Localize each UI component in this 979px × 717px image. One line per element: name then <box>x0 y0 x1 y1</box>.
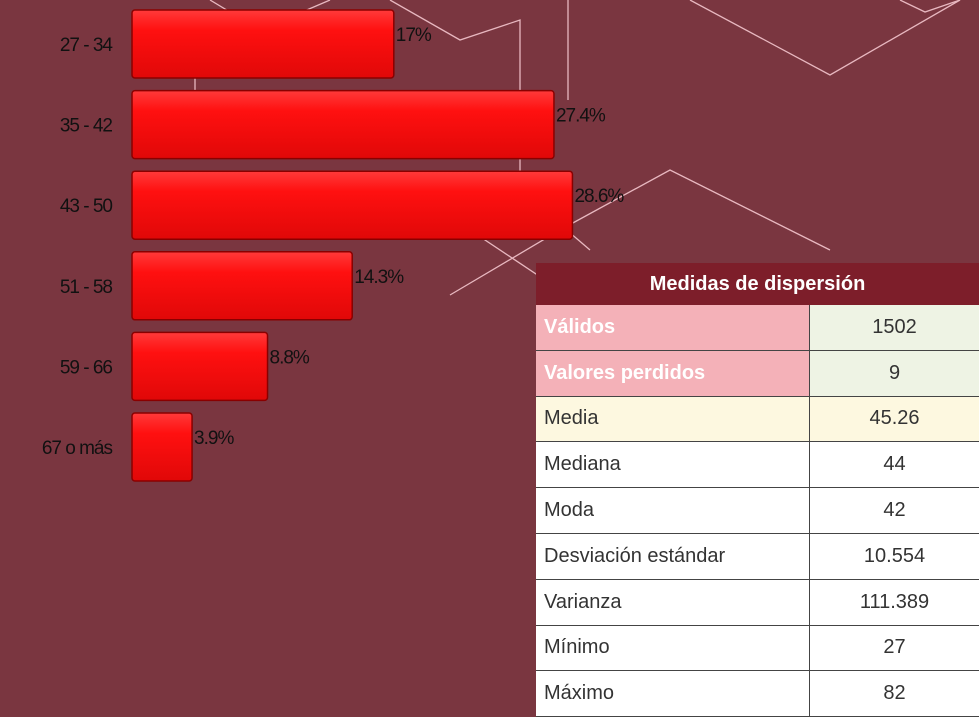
row-label: Válidos <box>536 305 810 350</box>
value-label: 28.6% <box>574 186 624 207</box>
value-label: 27.4% <box>556 106 606 127</box>
category-label: 59 - 66 <box>60 357 113 378</box>
row-value: 10.554 <box>810 534 979 579</box>
row-value: 82 <box>810 671 979 716</box>
page: 27 - 34 17% 35 - 42 27.4% 43 - 50 28.6% 51 - 5… <box>0 0 979 710</box>
row-value: 45.26 <box>810 397 979 442</box>
bar <box>132 91 554 159</box>
row-value: 9 <box>810 351 979 396</box>
row-label: Mediana <box>536 442 810 487</box>
category-label: 35 - 42 <box>60 116 113 137</box>
row-label: Varianza <box>536 580 810 625</box>
row-label: Desviación estándar <box>536 534 810 579</box>
category-label: 67 o más <box>42 438 113 459</box>
row-value: 111.389 <box>810 580 979 625</box>
table-header-row: Medidas de dispersión <box>536 263 979 305</box>
bar <box>132 413 192 481</box>
row-label: Máximo <box>536 671 810 716</box>
bar <box>132 171 572 239</box>
row-label: Mínimo <box>536 626 810 671</box>
row-value: 42 <box>810 488 979 533</box>
bar <box>132 10 394 78</box>
row-label: Valores perdidos <box>536 351 810 396</box>
category-label: 43 - 50 <box>60 196 113 217</box>
table-title: Medidas de dispersión <box>536 263 979 305</box>
category-label: 51 - 58 <box>60 277 113 298</box>
row-label: Moda <box>536 488 810 533</box>
row-value: 1502 <box>810 305 979 350</box>
bar <box>132 332 268 400</box>
value-label: 3.9% <box>194 428 234 449</box>
row-label: Media <box>536 397 810 442</box>
row-value: 27 <box>810 626 979 671</box>
category-label: 27 - 34 <box>60 35 114 56</box>
value-label: 8.8% <box>270 347 310 368</box>
bar <box>132 252 352 320</box>
value-label: 14.3% <box>354 267 404 288</box>
value-label: 17% <box>396 25 432 46</box>
row-value: 44 <box>810 442 979 487</box>
